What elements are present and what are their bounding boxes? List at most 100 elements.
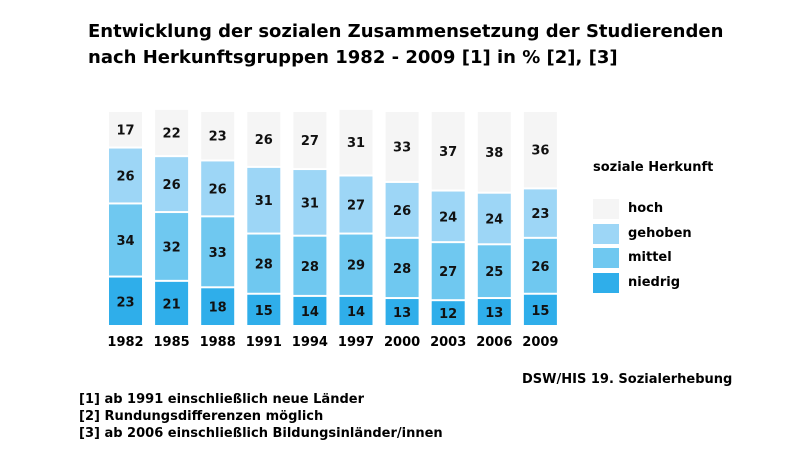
bar-group-2006: 13 25 24 38 xyxy=(477,112,511,325)
bar-segment-mittel-1997 xyxy=(339,234,373,295)
data-label-gehoben-1982: 26 xyxy=(116,170,134,185)
legend-swatch-niedrig xyxy=(593,272,619,293)
bar-group-1997: 14 29 27 31 xyxy=(339,109,373,325)
bar-segment-niedrig-1997 xyxy=(339,296,373,325)
bar-segment-hoch-1997 xyxy=(339,109,373,175)
x-tick-label-1997: 1997 xyxy=(338,335,374,350)
data-label-hoch-1997: 31 xyxy=(347,136,365,151)
data-label-mittel-1991: 28 xyxy=(255,258,273,273)
bar-segment-hoch-1982 xyxy=(109,112,142,147)
bar-segment-mittel-1985 xyxy=(155,213,189,280)
bar-segment-gehoben-1997 xyxy=(339,176,373,233)
source-note: DSW/HIS 19. Sozialerhebung xyxy=(522,372,733,387)
data-label-gehoben-1994: 31 xyxy=(301,196,319,211)
bar-segment-gehoben-2009 xyxy=(523,189,557,237)
data-label-niedrig-2000: 13 xyxy=(393,306,411,321)
x-tick-label-1982: 1982 xyxy=(107,335,143,350)
bar-segment-gehoben-2003 xyxy=(431,191,465,242)
data-label-gehoben-2006: 24 xyxy=(485,213,503,228)
bar-segment-niedrig-2000 xyxy=(385,299,419,325)
bar-segment-niedrig-1982 xyxy=(109,277,142,325)
bar-segment-hoch-1988 xyxy=(201,112,235,160)
data-label-niedrig-1982: 23 xyxy=(116,295,134,310)
data-label-hoch-1985: 22 xyxy=(163,127,181,142)
x-tick-label-1991: 1991 xyxy=(246,335,282,350)
bar-group-1994: 14 28 31 27 xyxy=(293,112,327,325)
bar-segment-niedrig-2003 xyxy=(431,301,465,325)
bar-segment-mittel-2006 xyxy=(477,245,511,298)
x-tick-label-2006: 2006 xyxy=(476,335,512,350)
bar-segment-hoch-1985 xyxy=(155,109,189,156)
bar-segment-gehoben-2000 xyxy=(385,182,419,237)
bar-segment-niedrig-2009 xyxy=(523,294,557,325)
data-label-hoch-1982: 17 xyxy=(116,123,134,138)
bar-segment-niedrig-1991 xyxy=(247,294,281,325)
bar-segment-mittel-2009 xyxy=(523,238,557,293)
data-label-hoch-1991: 26 xyxy=(255,133,273,148)
footnote-2: [2] Rundungsdifferenzen möglich xyxy=(79,409,324,424)
legend-swatch-gehoben xyxy=(593,223,619,244)
data-label-niedrig-2006: 13 xyxy=(485,306,503,321)
chart-title-line-1: Entwicklung der sozialen Zusammensetzung… xyxy=(88,21,724,42)
bar-segment-hoch-2009 xyxy=(523,112,557,188)
bar-segment-gehoben-1994 xyxy=(293,170,327,235)
data-label-gehoben-1985: 26 xyxy=(163,178,181,193)
x-tick-label-1988: 1988 xyxy=(200,335,236,350)
data-label-hoch-2009: 36 xyxy=(531,144,549,159)
legend-label-hoch: hoch xyxy=(628,201,664,216)
data-label-niedrig-1985: 21 xyxy=(163,297,181,312)
x-tick-label-1994: 1994 xyxy=(292,335,328,350)
bar-group-2000: 13 28 26 33 xyxy=(385,112,419,325)
data-label-mittel-1988: 33 xyxy=(209,246,227,261)
bar-segment-mittel-1982 xyxy=(109,204,142,276)
legend-title: soziale Herkunft xyxy=(593,160,714,175)
data-label-niedrig-1997: 14 xyxy=(347,305,365,320)
data-label-mittel-2000: 28 xyxy=(393,262,411,277)
legend-swatch-hoch xyxy=(593,199,619,219)
data-label-gehoben-2000: 26 xyxy=(393,204,411,219)
bar-segment-mittel-1991 xyxy=(247,234,281,293)
bar-group-2009: 15 26 23 36 xyxy=(523,112,557,325)
data-label-niedrig-2009: 15 xyxy=(531,304,549,319)
x-tick-label-1985: 1985 xyxy=(154,335,190,350)
legend-label-mittel: mittel xyxy=(628,250,672,265)
bar-segment-gehoben-2006 xyxy=(477,193,511,244)
footnotes: [1] ab 1991 einschließlich neue Länder [… xyxy=(79,391,443,442)
legend-label-niedrig: niedrig xyxy=(628,274,681,290)
data-label-mittel-2003: 27 xyxy=(439,265,457,280)
bar-group-1985: 21 32 26 22 xyxy=(155,109,189,325)
data-label-hoch-2006: 38 xyxy=(485,146,503,161)
data-label-mittel-1982: 34 xyxy=(116,234,134,249)
chart-title: Entwicklung der sozialen Zusammensetzung… xyxy=(88,19,788,71)
data-label-hoch-2003: 37 xyxy=(439,145,457,160)
data-label-mittel-2009: 26 xyxy=(531,260,549,275)
data-label-gehoben-2009: 23 xyxy=(531,207,549,222)
bar-segment-hoch-2000 xyxy=(385,112,419,181)
data-label-niedrig-1991: 15 xyxy=(255,304,273,319)
data-label-niedrig-1988: 18 xyxy=(209,301,227,316)
bar-group-2003: 12 27 24 37 xyxy=(431,112,465,325)
bar-segment-gehoben-1988 xyxy=(201,161,235,216)
bar-segment-niedrig-1985 xyxy=(155,281,189,325)
bar-segment-hoch-1994 xyxy=(293,112,327,169)
bar-segment-mittel-2000 xyxy=(385,238,419,298)
bar-segment-mittel-1994 xyxy=(293,236,327,295)
bar-group-1988: 18 33 26 23 xyxy=(201,112,235,325)
bar-segment-niedrig-1994 xyxy=(293,296,327,325)
data-label-gehoben-2003: 24 xyxy=(439,210,457,225)
data-label-mittel-1985: 32 xyxy=(163,240,181,255)
footnote-1: [1] ab 1991 einschließlich neue Länder xyxy=(79,392,364,407)
legend-label-gehoben: gehoben xyxy=(628,225,692,241)
data-label-mittel-2006: 25 xyxy=(485,265,503,280)
data-label-hoch-1994: 27 xyxy=(301,134,319,149)
data-label-gehoben-1991: 31 xyxy=(255,194,273,209)
data-label-hoch-1988: 23 xyxy=(209,130,227,145)
legend-swatch-mittel xyxy=(593,248,619,268)
data-label-gehoben-1997: 27 xyxy=(347,199,365,214)
x-tick-label-2000: 2000 xyxy=(384,335,420,350)
bar-segment-mittel-2003 xyxy=(431,243,465,300)
bar-segment-gehoben-1982 xyxy=(109,148,142,203)
bar-group-1982: 23 34 26 17 xyxy=(109,112,142,325)
data-label-niedrig-1994: 14 xyxy=(301,305,319,320)
